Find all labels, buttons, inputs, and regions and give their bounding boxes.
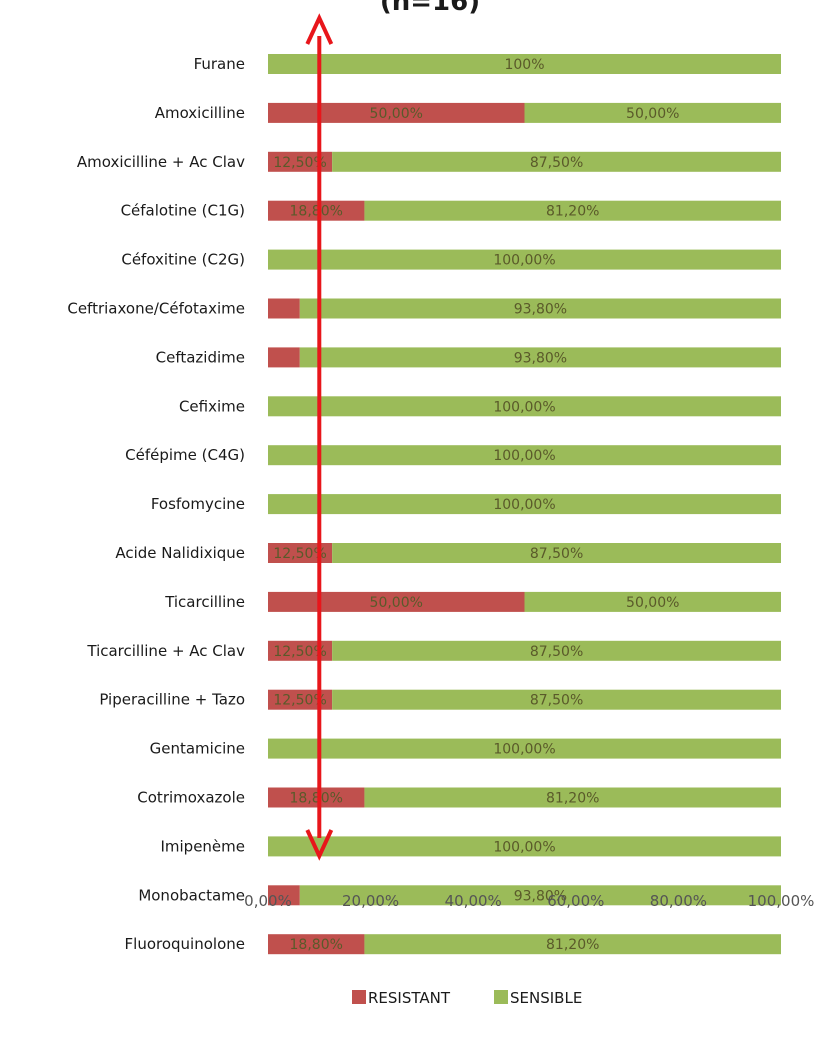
- bar-sensible: [332, 151, 781, 172]
- data-label-sensible: 87,50%: [530, 546, 583, 562]
- bar-sensible: [299, 298, 781, 319]
- bar-sensible: [268, 836, 781, 857]
- annotation-layer: [305, 13, 334, 861]
- category-label: Ceftazidime: [156, 348, 245, 366]
- bar-sensible: [332, 543, 781, 563]
- category-label: Céfalotine (C1G): [121, 202, 245, 220]
- x-tick-label: 100,00%: [748, 892, 815, 910]
- data-label-sensible: 100%: [504, 57, 544, 73]
- annotation-arrowhead-top: [305, 13, 334, 45]
- data-label-sensible: 81,20%: [546, 937, 599, 953]
- bar-sensible: [524, 102, 781, 123]
- data-label-sensible: 93,80%: [514, 888, 567, 904]
- data-label-resistant: 12,50%: [273, 546, 326, 562]
- data-label-sensible: 93,80%: [514, 350, 567, 366]
- data-label-resistant: 12,50%: [273, 693, 326, 709]
- bar-sensible: [268, 494, 781, 515]
- data-label-sensible: 100,00%: [493, 839, 555, 855]
- category-label: Cefixime: [179, 397, 245, 415]
- bar-resistant: [268, 543, 333, 563]
- category-label: Monobactame: [138, 886, 245, 904]
- category-label: Gentamicine: [150, 740, 245, 758]
- bar-resistant: [268, 885, 300, 906]
- legend-swatch-resistant: [352, 990, 366, 1004]
- data-label-resistant: 12,50%: [273, 155, 326, 171]
- data-label-sensible: 100,00%: [493, 448, 555, 464]
- data-label-sensible: 100,00%: [493, 399, 555, 415]
- category-label: Furane: [194, 55, 245, 73]
- bar-resistant: [268, 640, 333, 661]
- legend: RESISTANT SENSIBLE: [352, 989, 582, 1007]
- category-label: Céfépime (C4G): [125, 446, 245, 464]
- category-label: Piperacilline + Tazo: [99, 691, 245, 709]
- legend-label-sensible: SENSIBLE: [510, 989, 582, 1007]
- data-label-sensible: 100,00%: [493, 253, 555, 269]
- data-label-sensible: 81,20%: [546, 791, 599, 807]
- category-label: Céfoxitine (C2G): [121, 251, 245, 269]
- data-label-sensible: 50,00%: [626, 595, 679, 611]
- category-label: Fluoroquinolone: [125, 935, 245, 953]
- bar-resistant: [268, 200, 365, 221]
- data-label-resistant: 12,50%: [273, 644, 326, 660]
- x-tick-label: 60,00%: [547, 892, 604, 910]
- bar-sensible: [364, 934, 781, 955]
- data-label-sensible: 100,00%: [493, 742, 555, 758]
- legend-label-resistant: RESISTANT: [368, 989, 451, 1007]
- bar-resistant: [268, 689, 333, 710]
- x-tick-label: 80,00%: [650, 892, 707, 910]
- category-label: Ticarcilline: [164, 593, 245, 611]
- data-label-resistant: 18,80%: [290, 791, 343, 807]
- data-label-sensible: 50,00%: [626, 106, 679, 122]
- bar-resistant: [268, 298, 300, 319]
- category-label: Cotrimoxazole: [137, 789, 245, 807]
- data-label-sensible: 100,00%: [493, 497, 555, 513]
- data-label-resistant: 18,80%: [290, 937, 343, 953]
- bar-sensible: [299, 347, 781, 368]
- data-label-sensible: 87,50%: [530, 693, 583, 709]
- category-label: Amoxicilline: [155, 104, 245, 122]
- bar-sensible: [364, 200, 781, 221]
- bar-resistant: [268, 347, 300, 368]
- data-label-sensible: 81,20%: [546, 204, 599, 220]
- bar-resistant: [268, 151, 333, 172]
- data-label-sensible: 93,80%: [514, 302, 567, 318]
- category-label: Ticarcilline + Ac Clav: [86, 642, 245, 660]
- bar-resistant: [268, 102, 525, 123]
- bar-resistant: [268, 934, 365, 955]
- legend-swatch-sensible: [494, 990, 508, 1004]
- bar-sensible: [268, 249, 781, 270]
- category-label: Fosfomycine: [151, 495, 245, 513]
- bar-sensible: [268, 396, 781, 417]
- data-label-resistant: 50,00%: [370, 595, 423, 611]
- bar-resistant: [268, 787, 365, 808]
- x-tick-label: 20,00%: [342, 892, 399, 910]
- x-tick-label: 0,00%: [244, 892, 292, 910]
- category-label: Imipenème: [160, 837, 245, 855]
- data-label-sensible: 87,50%: [530, 155, 583, 171]
- data-label-resistant: 18,80%: [290, 204, 343, 220]
- bar-sensible: [332, 640, 781, 661]
- bar-sensible: [268, 738, 781, 759]
- data-label-sensible: 87,50%: [530, 644, 583, 660]
- category-label: Amoxicilline + Ac Clav: [77, 153, 245, 171]
- bar-sensible: [524, 591, 781, 612]
- category-label: Ceftriaxone/Céfotaxime: [67, 300, 245, 318]
- bar-sensible: [332, 689, 781, 710]
- x-axis-ticks: 0,00% 20,00% 40,00% 60,00% 80,00% 100,00%: [244, 892, 814, 910]
- bar-sensible: [268, 54, 781, 74]
- chart-title: (n=16): [380, 0, 480, 17]
- category-labels: Furane Amoxicilline Amoxicilline + Ac Clav…: [67, 55, 245, 953]
- bars-layer: 100% 50,00% 50,00% 12,50% 87,50% 18,80% 81,20%…: [268, 54, 781, 955]
- data-label-resistant: 50,00%: [370, 106, 423, 122]
- bar-resistant: [268, 591, 525, 612]
- bar-sensible: [299, 885, 781, 906]
- annotation-arrowhead-bottom: [305, 829, 334, 861]
- bar-sensible: [268, 445, 781, 466]
- x-tick-label: 40,00%: [445, 892, 502, 910]
- bar-sensible: [364, 787, 781, 808]
- category-label: Acide Nalidixique: [115, 544, 245, 562]
